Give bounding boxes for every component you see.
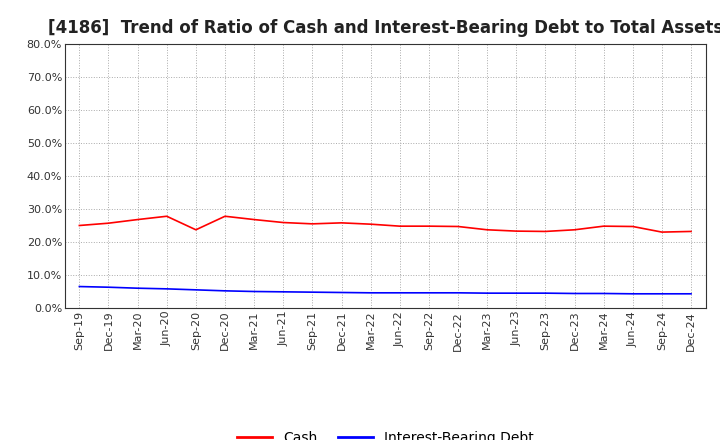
Interest-Bearing Debt: [483, 290, 492, 296]
Cash: [395, 224, 404, 229]
Interest-Bearing Debt: [75, 284, 84, 289]
Interest-Bearing Debt: [629, 291, 637, 297]
Line: Interest-Bearing Debt: Interest-Bearing Debt: [79, 286, 691, 294]
Interest-Bearing Debt: [163, 286, 171, 291]
Cash: [220, 214, 229, 219]
Cash: [570, 227, 579, 232]
Interest-Bearing Debt: [454, 290, 462, 296]
Interest-Bearing Debt: [133, 286, 142, 291]
Title: [4186]  Trend of Ratio of Cash and Interest-Bearing Debt to Total Assets: [4186] Trend of Ratio of Cash and Intere…: [48, 19, 720, 37]
Cash: [133, 217, 142, 222]
Interest-Bearing Debt: [425, 290, 433, 296]
Cash: [512, 228, 521, 234]
Interest-Bearing Debt: [279, 289, 287, 294]
Interest-Bearing Debt: [250, 289, 258, 294]
Interest-Bearing Debt: [541, 290, 550, 296]
Interest-Bearing Debt: [570, 291, 579, 296]
Line: Cash: Cash: [79, 216, 691, 232]
Interest-Bearing Debt: [192, 287, 200, 293]
Cash: [192, 227, 200, 232]
Cash: [366, 221, 375, 227]
Interest-Bearing Debt: [104, 285, 113, 290]
Cash: [308, 221, 317, 227]
Interest-Bearing Debt: [337, 290, 346, 295]
Cash: [425, 224, 433, 229]
Cash: [250, 217, 258, 222]
Cash: [483, 227, 492, 232]
Cash: [163, 214, 171, 219]
Cash: [657, 230, 666, 235]
Interest-Bearing Debt: [395, 290, 404, 296]
Cash: [104, 220, 113, 226]
Interest-Bearing Debt: [512, 290, 521, 296]
Cash: [75, 223, 84, 228]
Cash: [599, 224, 608, 229]
Interest-Bearing Debt: [599, 291, 608, 296]
Legend: Cash, Interest-Bearing Debt: Cash, Interest-Bearing Debt: [231, 426, 539, 440]
Interest-Bearing Debt: [657, 291, 666, 297]
Cash: [541, 229, 550, 234]
Cash: [279, 220, 287, 225]
Cash: [687, 229, 696, 234]
Interest-Bearing Debt: [308, 290, 317, 295]
Cash: [629, 224, 637, 229]
Cash: [337, 220, 346, 225]
Cash: [454, 224, 462, 229]
Interest-Bearing Debt: [220, 288, 229, 293]
Interest-Bearing Debt: [366, 290, 375, 296]
Interest-Bearing Debt: [687, 291, 696, 297]
